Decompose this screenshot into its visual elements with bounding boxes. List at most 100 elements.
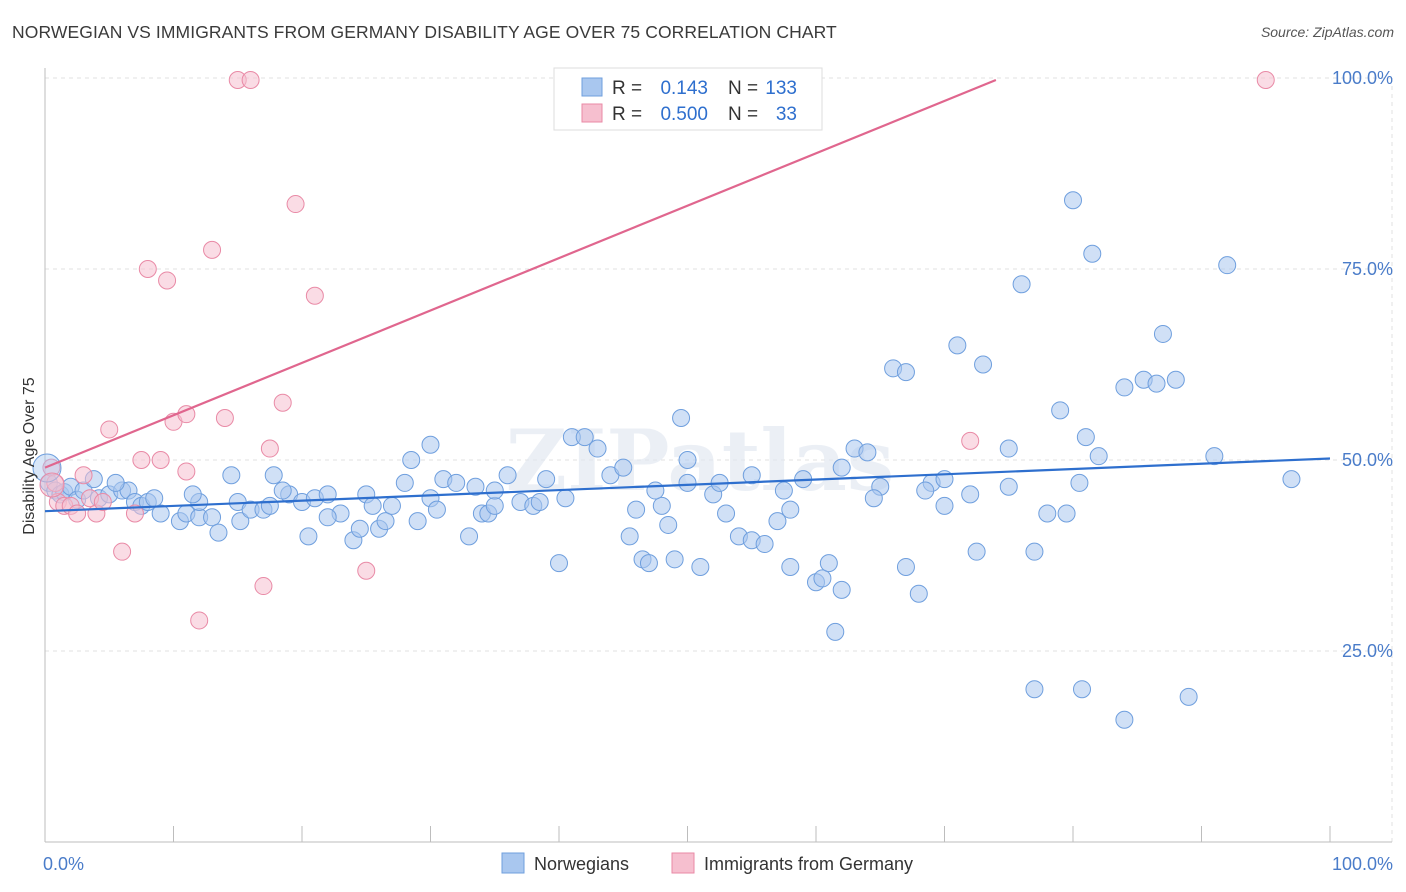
- norwegian-point: [299, 527, 318, 546]
- norwegian-point: [1147, 374, 1166, 393]
- norwegian-point: [646, 481, 665, 500]
- norwegian-point: [209, 523, 228, 542]
- trend-lines: [44, 78, 1331, 513]
- norwegian-point: [1218, 256, 1237, 275]
- axes: [44, 68, 1392, 843]
- immigrant-point: [260, 439, 279, 458]
- norwegian-point: [813, 569, 832, 588]
- legend-swatch-blue: [581, 77, 603, 97]
- y-axis-label: Disability Age Over 75: [21, 377, 38, 535]
- norwegian-point: [1038, 504, 1057, 523]
- norwegian-point: [485, 496, 504, 515]
- norwegian-point: [819, 554, 838, 573]
- legend-n-label-2: N =: [728, 104, 758, 125]
- legend-r-label-2: R =: [612, 104, 642, 125]
- bottom-legend: Norwegians Immigrants from Germany: [501, 852, 913, 874]
- norwegian-point: [421, 435, 440, 454]
- norwegian-point: [203, 508, 222, 527]
- norwegian-point: [395, 473, 414, 492]
- bottom-legend-swatch-norwegians: [501, 852, 525, 874]
- norwegian-point: [1089, 447, 1108, 466]
- norwegian-point: [1070, 473, 1089, 492]
- norwegian-point: [768, 512, 787, 531]
- norwegian-point: [659, 515, 678, 534]
- norwegian-point: [382, 496, 401, 515]
- norwegian-point: [916, 481, 935, 500]
- norwegian-point: [678, 473, 697, 492]
- y-tick-label-50: 50.0%: [1342, 450, 1393, 470]
- immigrant-point: [190, 611, 209, 630]
- norwegian-point: [974, 355, 993, 374]
- y-tick-labels: 25.0% 50.0% 75.0% 100.0%: [1332, 68, 1393, 661]
- norwegian-point: [1179, 687, 1198, 706]
- immigrant-point: [138, 260, 157, 278]
- x-tick-labels: 0.0% 100.0%: [43, 854, 1393, 874]
- norwegian-point: [627, 500, 646, 519]
- norwegian-point: [1166, 370, 1185, 389]
- norwegian-point: [1057, 504, 1076, 523]
- norwegian-point: [1153, 324, 1172, 343]
- norwegian-point: [672, 408, 691, 427]
- legend-r-value-1: 0.143: [660, 78, 708, 99]
- immigrant-point: [93, 493, 112, 512]
- bottom-legend-norwegians: Norwegians: [534, 854, 629, 874]
- immigrant-point: [254, 577, 273, 596]
- norwegian-point: [961, 485, 980, 504]
- immigrant-point: [286, 195, 305, 214]
- immigrant-point: [961, 431, 980, 450]
- norwegian-point: [948, 336, 967, 355]
- immigrant-point: [68, 504, 87, 523]
- norwegian-point: [363, 496, 382, 515]
- legend-r-value-2: 0.500: [660, 104, 708, 125]
- immigrant-point: [177, 462, 196, 481]
- norwegian-point: [1051, 401, 1070, 420]
- norwegian-point: [858, 443, 877, 462]
- immigrant-point: [74, 466, 93, 485]
- norwegian-point: [151, 504, 170, 523]
- norwegian-point: [1012, 275, 1031, 294]
- norwegian-point: [273, 481, 292, 500]
- source-credit: Source: ZipAtlas.com: [1260, 24, 1394, 40]
- norwegian-point: [376, 512, 395, 531]
- immigrant-point: [203, 240, 222, 259]
- norwegian-point: [1076, 428, 1095, 447]
- norwegian-point: [1073, 680, 1091, 699]
- norwegian-point: [350, 519, 369, 538]
- immigrant-point: [113, 542, 132, 561]
- norwegian-point: [755, 535, 774, 554]
- norwegian-point: [530, 493, 549, 512]
- immigrant-point: [1256, 71, 1275, 89]
- norwegian-point: [781, 500, 800, 519]
- norwegian-point: [183, 485, 202, 504]
- norwegian-point: [402, 451, 421, 469]
- norwegian-point: [774, 481, 793, 500]
- norwegian-point: [832, 580, 851, 599]
- y-tick-label-25: 25.0%: [1342, 641, 1393, 661]
- norwegian-point: [896, 557, 915, 576]
- norwegian-point: [742, 466, 761, 485]
- norwegian-point: [318, 508, 337, 527]
- norwegian-point: [1115, 710, 1134, 729]
- norwegian-point: [678, 451, 697, 469]
- norwegian-point: [935, 496, 954, 515]
- immigrant-point: [151, 451, 170, 469]
- norwegian-point: [427, 500, 446, 519]
- legend-n-label-1: N =: [728, 78, 758, 99]
- y-tick-label-100: 100.0%: [1332, 68, 1393, 88]
- norwegian-point: [967, 542, 986, 561]
- chart-title: NORWEGIAN VS IMMIGRANTS FROM GERMANY DIS…: [12, 22, 837, 42]
- legend-n-value-2: 33: [776, 104, 797, 125]
- norwegian-point: [1083, 244, 1102, 263]
- norwegian-point: [614, 458, 633, 477]
- norwegian-point: [665, 550, 684, 569]
- norwegian-point: [639, 554, 658, 573]
- immigrant-point: [132, 451, 151, 469]
- immigrant-point: [357, 561, 376, 580]
- immigrant-point: [305, 286, 324, 305]
- norwegian-point: [1025, 542, 1044, 561]
- norwegian-point: [1115, 378, 1134, 397]
- norwegian-point: [231, 512, 250, 531]
- legend-swatch-pink: [581, 103, 603, 123]
- immigrant-point: [158, 271, 177, 290]
- norwegian-point: [145, 489, 164, 508]
